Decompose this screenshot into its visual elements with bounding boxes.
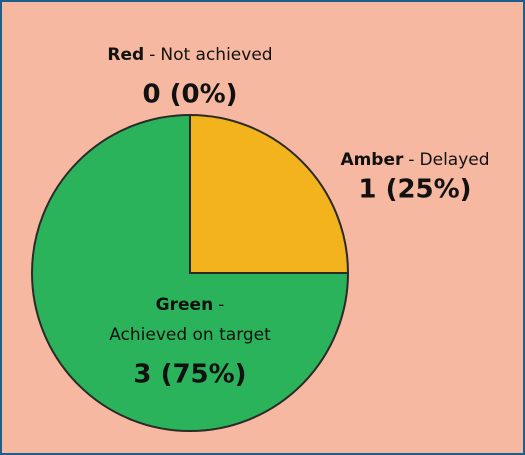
pie xyxy=(31,113,350,432)
value-label: 3 (75%) xyxy=(133,360,246,390)
value-label: 1 (25%) xyxy=(358,175,471,205)
category: Amber xyxy=(340,150,404,170)
value-label: 0 (0%) xyxy=(142,80,237,110)
pie-slice xyxy=(189,113,350,274)
category: Green xyxy=(156,295,214,315)
category: Red xyxy=(107,45,144,65)
pie-slice xyxy=(31,113,350,432)
description: Delayed xyxy=(420,150,490,170)
separator: - xyxy=(218,295,224,315)
slice-label: Red - Not achieved xyxy=(107,45,272,65)
slice-description: Achieved on target xyxy=(109,325,271,345)
description: Not achieved xyxy=(160,45,272,65)
slice-label: Amber - Delayed xyxy=(340,150,489,170)
slice-label: Green - xyxy=(156,295,225,315)
separator: - xyxy=(408,150,414,170)
separator: - xyxy=(149,45,155,65)
